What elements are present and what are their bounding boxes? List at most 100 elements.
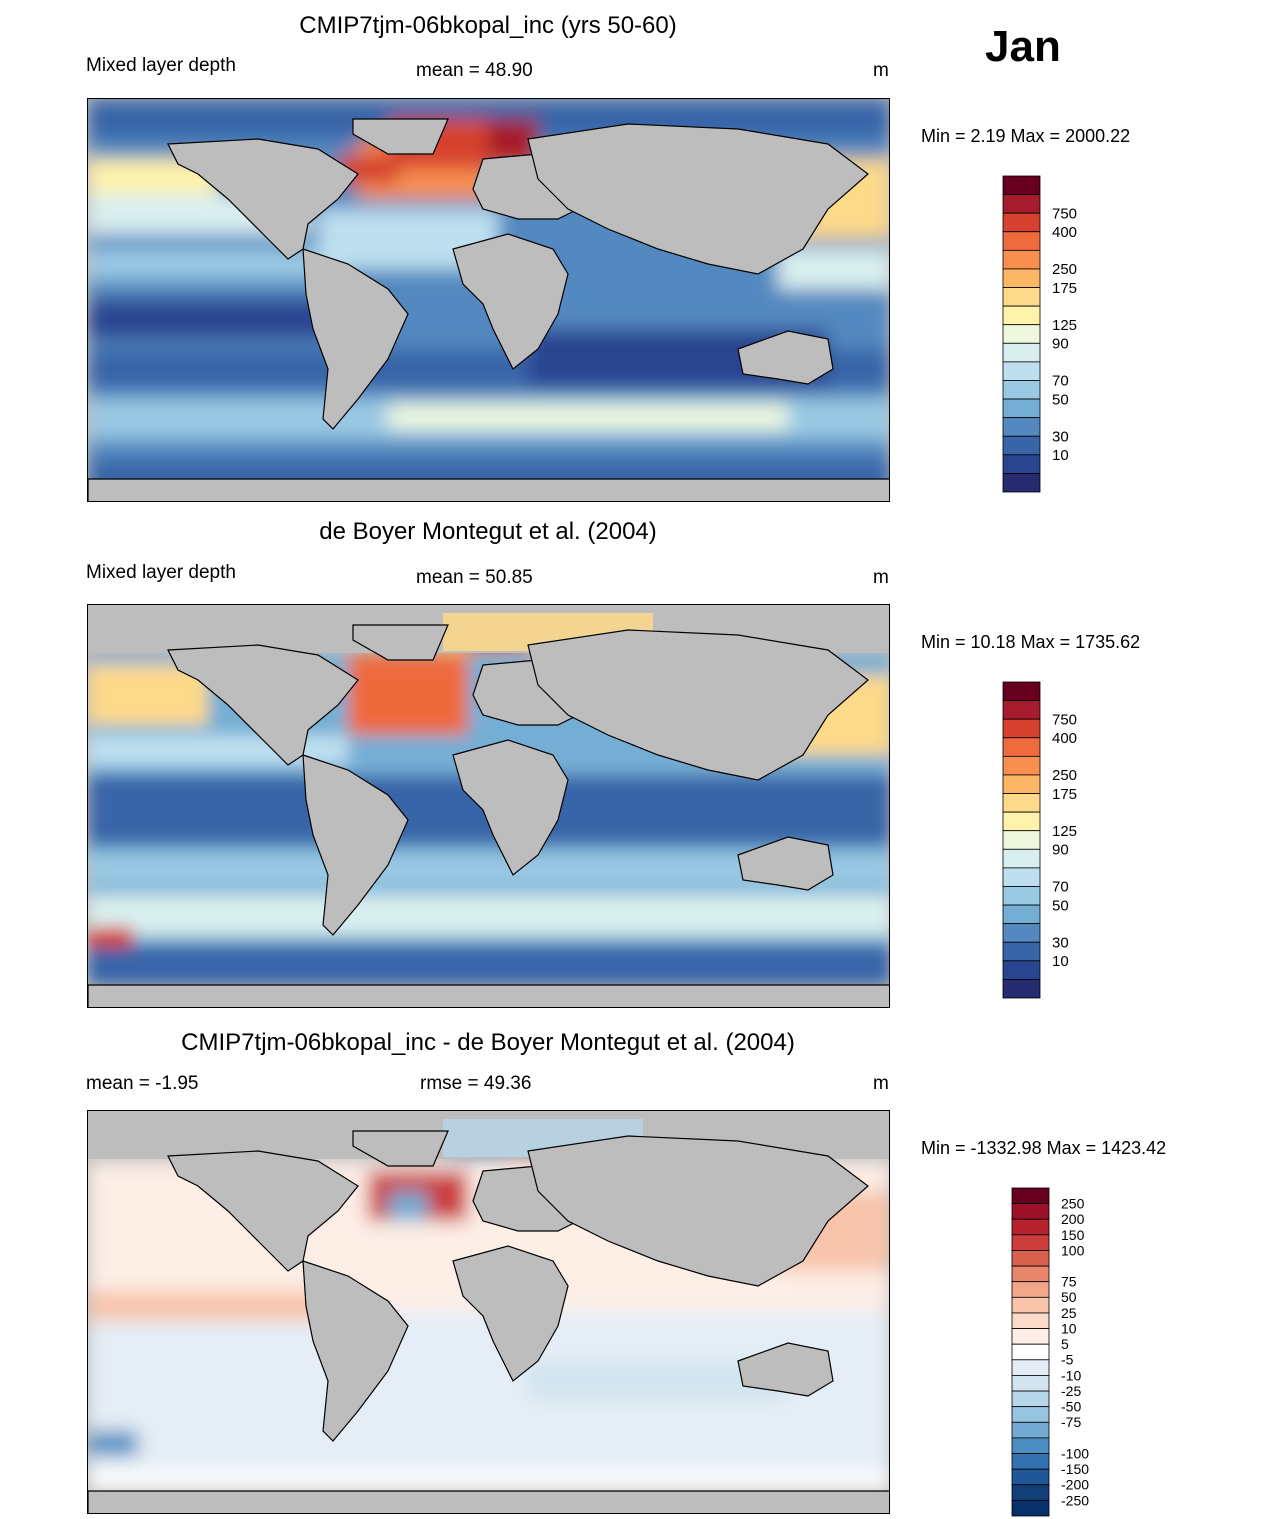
panel3-colorbar-box bbox=[1011, 1187, 1050, 1205]
panel1-colorbar-box bbox=[1002, 454, 1041, 474]
panel1-colorbar-box bbox=[1002, 417, 1041, 437]
panel1-colorbar-box bbox=[1002, 435, 1041, 456]
panel2-colorbar-label: 30 bbox=[1052, 934, 1069, 951]
panel3-colorbar-box bbox=[1011, 1265, 1050, 1283]
panel3-colorbar-label: -5 bbox=[1061, 1352, 1074, 1368]
panel2-colorbar-label: 50 bbox=[1052, 897, 1069, 914]
panel3-colorbar-label: 100 bbox=[1061, 1242, 1085, 1258]
panel2-colorbar-box bbox=[1002, 811, 1041, 832]
panel3-colorbar-label: -100 bbox=[1061, 1445, 1089, 1461]
panel3-mean-label: mean = -1.95 bbox=[86, 1073, 199, 1094]
panel3-colorbar-box bbox=[1011, 1468, 1050, 1486]
panel3-colorbar-label: 150 bbox=[1061, 1227, 1085, 1243]
panel1-colorbar-label: 90 bbox=[1052, 336, 1069, 353]
panel3-colorbar-box bbox=[1011, 1359, 1050, 1376]
panel3-colorbar-box bbox=[1011, 1421, 1050, 1439]
panel1-colorbar-label: 125 bbox=[1052, 317, 1077, 334]
panel1-map bbox=[87, 98, 890, 502]
panel1-colorbar-label: 250 bbox=[1052, 261, 1077, 278]
panel3-colorbar-box bbox=[1011, 1203, 1050, 1220]
panel2-colorbar-box bbox=[1002, 886, 1041, 906]
panel2-colorbar-box bbox=[1002, 793, 1041, 813]
panel2-colorbar-box bbox=[1002, 941, 1041, 962]
panel3-colorbar-box bbox=[1011, 1234, 1050, 1251]
panel1-colorbar-box bbox=[1002, 268, 1041, 288]
panel3-colorbar-box bbox=[1011, 1499, 1050, 1517]
panel2-colorbar: 750 400 250 175 125 90 70 50 30 10 bbox=[1002, 681, 1103, 1002]
panel2-colorbar-label: 400 bbox=[1052, 730, 1077, 747]
month-label: Jan bbox=[985, 22, 1061, 71]
panel1-colorbar-box bbox=[1002, 473, 1041, 493]
panel3-colorbar-box bbox=[1011, 1484, 1050, 1501]
panel1-colorbar-label: 175 bbox=[1052, 280, 1077, 297]
panel3-land bbox=[88, 1130, 889, 1513]
panel3-colorbar-box bbox=[1011, 1296, 1050, 1314]
panel2-colorbar-box bbox=[1002, 979, 1041, 999]
panel2-colorbar-label: 90 bbox=[1052, 842, 1069, 859]
panel2-colorbar-box bbox=[1002, 737, 1041, 757]
panel3-colorbar-box bbox=[1011, 1437, 1050, 1454]
panel1-colorbar-label: 400 bbox=[1052, 224, 1077, 241]
panel3-colorbar-label: -50 bbox=[1061, 1399, 1081, 1415]
panel3-minmax: Min = -1332.98 Max = 1423.42 bbox=[921, 1138, 1167, 1158]
panel2-colorbar-box bbox=[1002, 681, 1041, 701]
panel2-colorbar-box bbox=[1002, 774, 1041, 794]
panel1-colorbar-box bbox=[1002, 342, 1041, 363]
panel3-colorbar-label: 50 bbox=[1061, 1289, 1077, 1305]
panel3-colorbar-label: 25 bbox=[1061, 1305, 1077, 1321]
panel3-colorbar-label: 200 bbox=[1061, 1211, 1085, 1227]
panel1-colorbar-label: 10 bbox=[1052, 447, 1069, 464]
panel3-colorbar-label: 75 bbox=[1061, 1274, 1077, 1290]
panel3-colorbar-label: 250 bbox=[1061, 1196, 1085, 1212]
panel3-colorbar-box bbox=[1011, 1218, 1050, 1236]
panel1-left-label: Mixed layer depth bbox=[86, 55, 236, 76]
panel1-colorbar-box bbox=[1002, 305, 1041, 326]
panel2-colorbar-box bbox=[1002, 904, 1041, 925]
panel2-colorbar-label: 250 bbox=[1052, 767, 1077, 784]
panel2-minmax: Min = 10.18 Max = 1735.62 bbox=[921, 632, 1141, 652]
panel1-units: m bbox=[873, 60, 889, 81]
panel1-colorbar-label: 50 bbox=[1052, 391, 1069, 408]
panel2-colorbar-box bbox=[1002, 867, 1041, 887]
panel1-colorbar-box bbox=[1002, 249, 1041, 270]
panel2-mean-label: mean = 50.85 bbox=[416, 567, 533, 588]
panel1-colorbar-box bbox=[1002, 361, 1041, 381]
panel2-colorbar-box bbox=[1002, 700, 1041, 720]
panel1-colorbar-box bbox=[1002, 398, 1041, 419]
panel2-colorbar-label: 10 bbox=[1052, 953, 1069, 970]
panel2-colorbar-box bbox=[1002, 848, 1041, 869]
panel3-colorbar-label: -200 bbox=[1061, 1477, 1089, 1493]
panel1-title: CMIP7tjm-06bkopal_inc (yrs 50-60) bbox=[299, 12, 677, 39]
panel2-colorbar-label: 70 bbox=[1052, 879, 1069, 896]
panel1-colorbar-box bbox=[1002, 287, 1041, 307]
panel2-colorbar-label: 750 bbox=[1052, 711, 1077, 728]
panel1-colorbar-box bbox=[1002, 231, 1041, 251]
panel1-mean-label: mean = 48.90 bbox=[416, 60, 533, 81]
panel2-title: de Boyer Montegut et al. (2004) bbox=[319, 518, 657, 545]
panel2-colorbar-label: 175 bbox=[1052, 786, 1077, 803]
panel1-colorbar-box bbox=[1002, 380, 1041, 400]
panel2-left-label: Mixed layer depth bbox=[86, 562, 236, 583]
panel2-units: m bbox=[873, 567, 889, 588]
panel1-colorbar-box bbox=[1002, 324, 1041, 344]
panel3-colorbar-label: 10 bbox=[1061, 1320, 1077, 1336]
panel3-colorbar-box bbox=[1011, 1250, 1050, 1267]
panel2-colorbar-box bbox=[1002, 923, 1041, 943]
panel3-title: CMIP7tjm-06bkopal_inc - de Boyer Montegu… bbox=[181, 1029, 795, 1056]
panel3-colorbar-box bbox=[1011, 1406, 1050, 1423]
panel1-colorbar-label: 750 bbox=[1052, 205, 1077, 222]
panel2-colorbar-box bbox=[1002, 718, 1041, 739]
panel2-colorbar-label: 125 bbox=[1052, 823, 1077, 840]
panel2-colorbar-box bbox=[1002, 755, 1041, 776]
panel1-colorbar-box bbox=[1002, 194, 1041, 214]
panel2-map bbox=[87, 604, 890, 1008]
panel3-colorbar-label: -75 bbox=[1061, 1414, 1081, 1430]
panel1-colorbar-label: 70 bbox=[1052, 373, 1069, 390]
panel3-units: m bbox=[873, 1073, 889, 1094]
panel3-colorbar-box bbox=[1011, 1328, 1050, 1345]
panel1-colorbar: 750 400 250 175 125 90 70 50 30 10 bbox=[1002, 175, 1103, 496]
panel2-colorbar-box bbox=[1002, 960, 1041, 980]
panel2-land bbox=[88, 624, 889, 1007]
panel3-colorbar-box bbox=[1011, 1312, 1050, 1329]
panel3-colorbar-label: -25 bbox=[1061, 1383, 1081, 1399]
